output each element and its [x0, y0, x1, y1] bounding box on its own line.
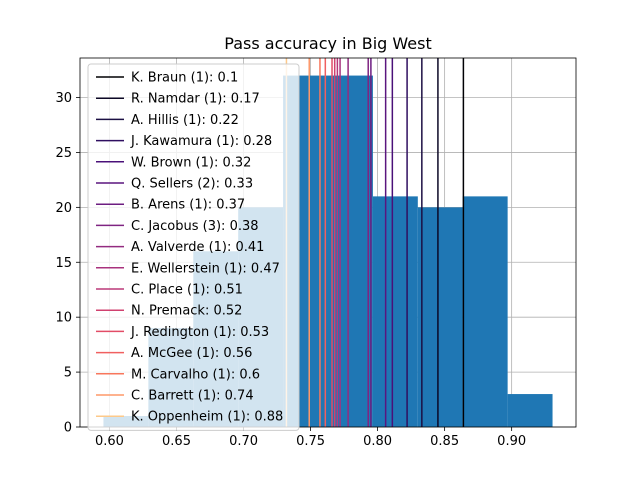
legend-label: K. Braun (1): 0.1 — [131, 71, 238, 86]
histogram-bar — [417, 207, 463, 427]
x-tick-label: 0.65 — [162, 434, 191, 449]
legend-label: A. Valverde (1): 0.41 — [131, 240, 264, 255]
x-tick-label: 0.90 — [497, 434, 526, 449]
plot-frame — [79, 57, 577, 428]
y-tick-label: 15 — [55, 256, 72, 271]
histogram-bar — [372, 196, 418, 427]
legend-label: K. Oppenheim (1): 0.88 — [131, 410, 283, 425]
legend-box — [87, 63, 300, 431]
axes: 0.60 0.65 0.70 0.75 0.80 0.85 0.90 0 5 10 15 20 25 30 — [55, 57, 577, 449]
legend-label: R. Namdar (1): 0.17 — [131, 92, 260, 107]
legend-label: W. Brown (1): 0.32 — [131, 155, 251, 170]
legend-label: C. Place (1): 0.51 — [131, 283, 243, 298]
y-tick-label: 25 — [55, 146, 72, 161]
legend-label: C. Barrett (1): 0.74 — [131, 389, 254, 404]
legend-label: N. Premack: 0.52 — [131, 304, 242, 319]
x-tick-label: 0.85 — [430, 434, 459, 449]
x-tick-label: 0.60 — [95, 434, 124, 449]
legend-label: J. Kawamura (1): 0.28 — [130, 134, 272, 149]
y-tick-label: 20 — [55, 201, 72, 216]
legend-label: Q. Sellers (2): 0.33 — [131, 177, 253, 192]
legend-label: C. Jacobus (3): 0.38 — [131, 219, 259, 234]
legend-label: M. Carvalho (1): 0.6 — [131, 367, 260, 382]
legend-label: J. Redington (1): 0.53 — [130, 325, 269, 340]
chart-title: Pass accuracy in Big West — [224, 34, 431, 53]
y-tick-label: 10 — [55, 311, 72, 326]
legend: K. Braun (1): 0.1 R. Namdar (1): 0.17 A. H… — [87, 63, 300, 431]
x-tick-label: 0.80 — [363, 434, 392, 449]
y-tick-label: 30 — [55, 91, 72, 106]
histogram-bar — [328, 75, 373, 428]
x-tick-label: 0.75 — [296, 434, 325, 449]
histogram-bar — [462, 196, 508, 427]
legend-label: E. Wellerstein (1): 0.47 — [131, 261, 280, 276]
histogram-bar — [507, 394, 553, 427]
legend-label: A. Hillis (1): 0.22 — [131, 113, 239, 128]
legend-label: B. Arens (1): 0.37 — [131, 198, 245, 213]
legend-label: A. McGee (1): 0.56 — [131, 346, 252, 361]
y-tick-label: 5 — [64, 366, 72, 381]
y-tick-label: 0 — [64, 421, 72, 436]
x-tick-label: 0.70 — [229, 434, 258, 449]
